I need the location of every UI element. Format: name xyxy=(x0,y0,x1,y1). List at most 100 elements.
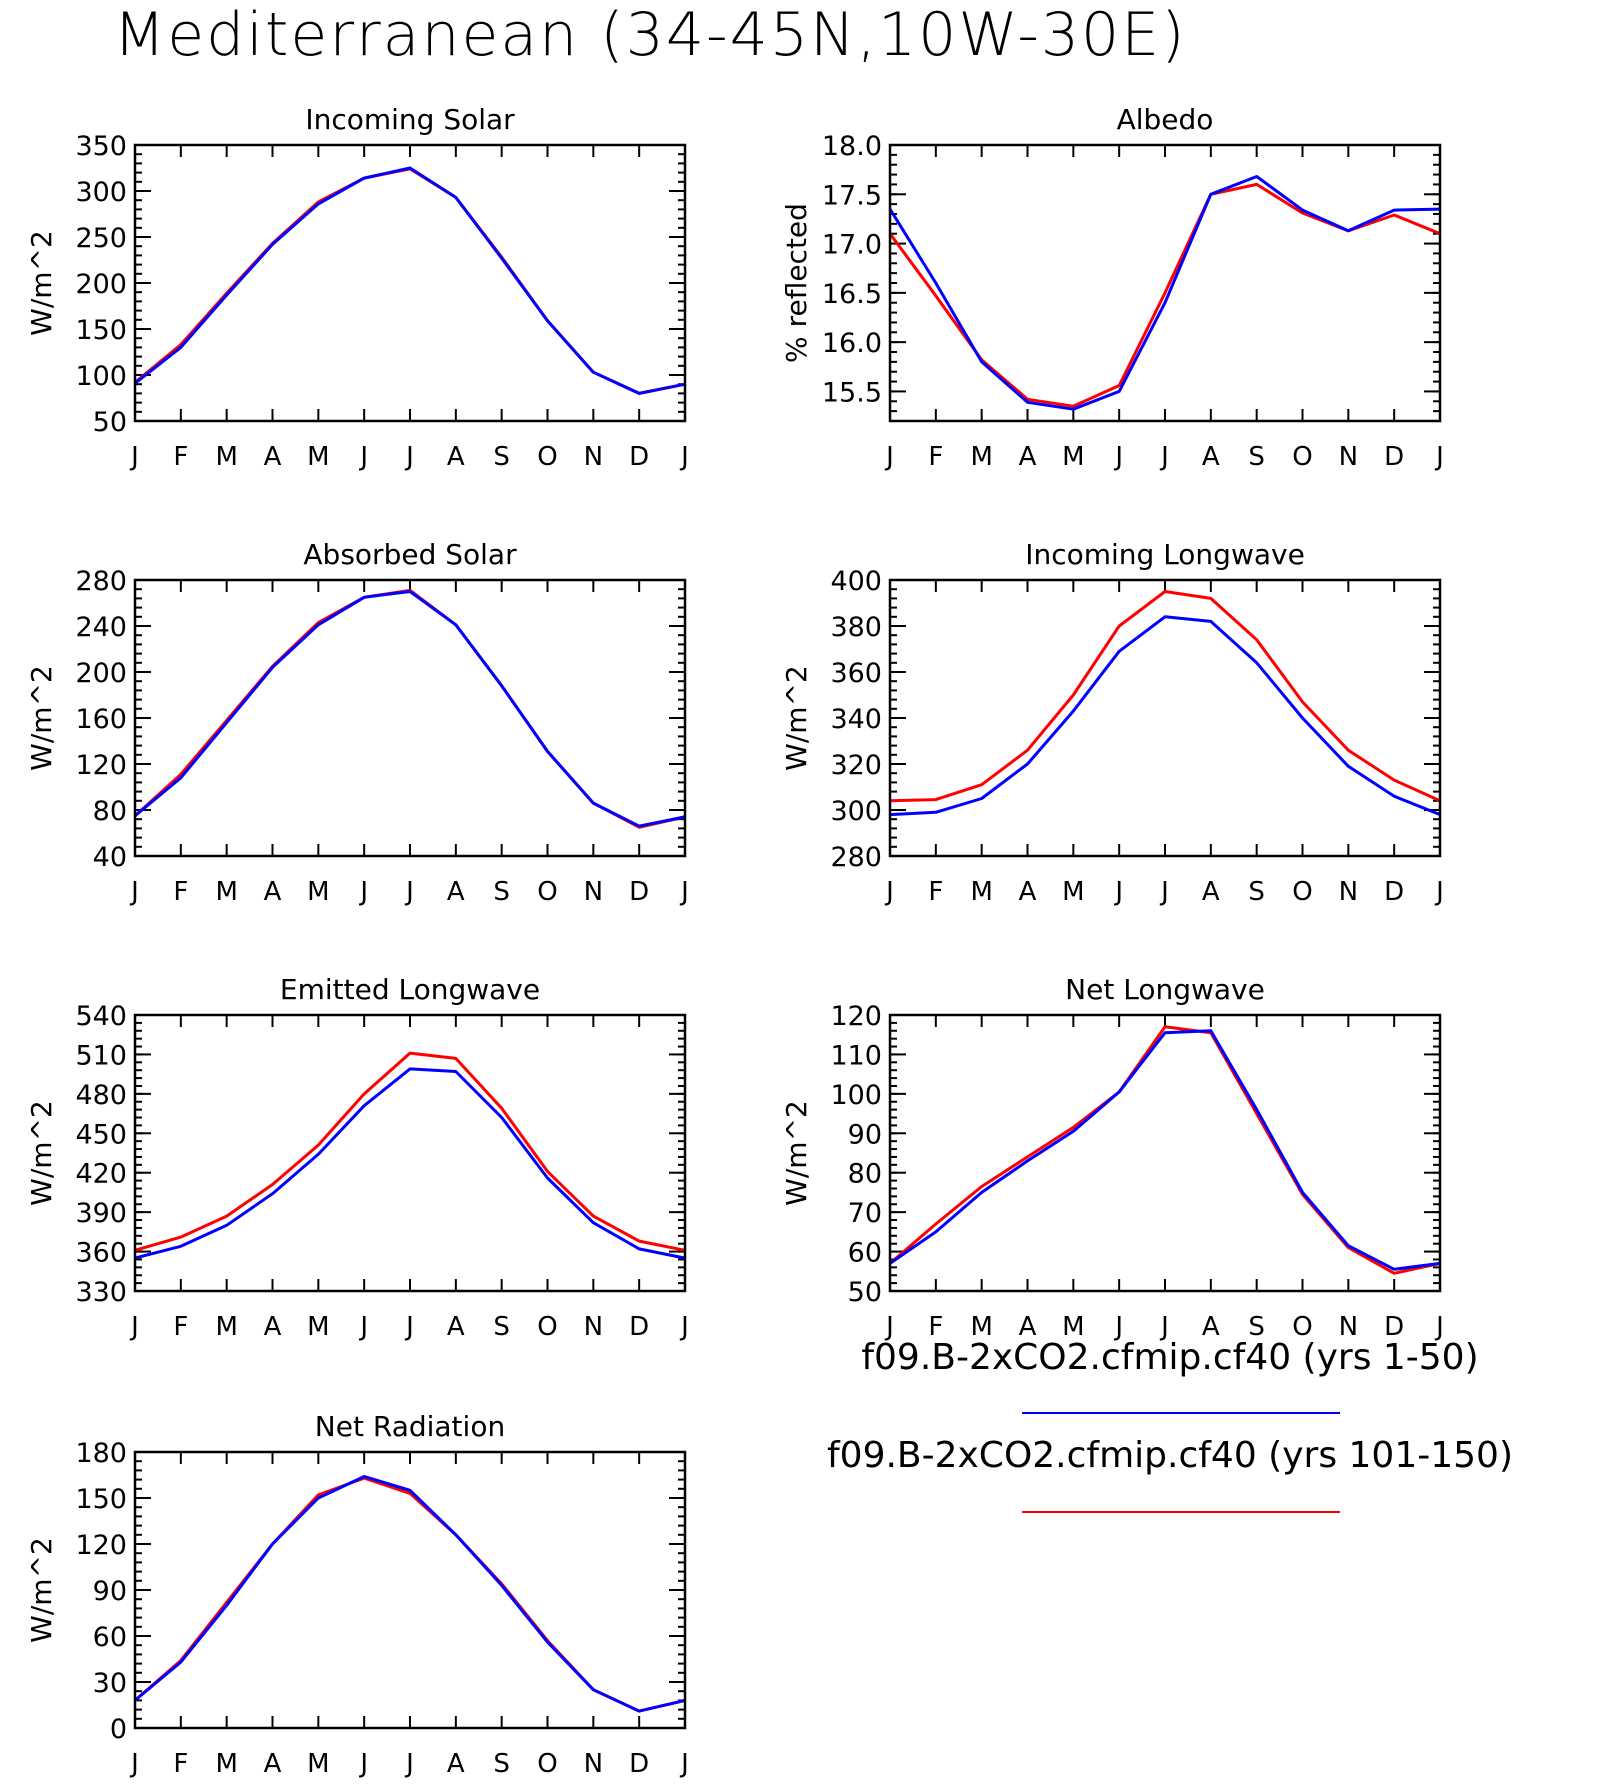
series-line-red xyxy=(134,167,686,395)
y-axis-label: W/m^2 xyxy=(25,1537,58,1643)
y-tick-label: 330 xyxy=(75,1277,127,1308)
chart-title: Incoming Solar xyxy=(305,103,515,136)
y-axis-label: W/m^2 xyxy=(780,1100,813,1206)
incoming-longwave-chart: Incoming Longwave W/m^2 280 300 320 340 360 380… xyxy=(780,538,1444,907)
x-tick-label: J xyxy=(1434,877,1444,907)
y-tick-label: 90 xyxy=(848,1119,882,1150)
x-tick-label: J xyxy=(1434,1312,1444,1342)
plot-frame xyxy=(133,1450,687,1730)
y-tick-label: 0 xyxy=(110,1714,127,1745)
legend-label: f09.B-2xCO2.cfmip.cf40 (yrs 1-50) xyxy=(861,1337,1479,1378)
y-tick-label: 120 xyxy=(75,1530,127,1561)
y-tick-label: 80 xyxy=(93,796,127,827)
series-line-red xyxy=(889,590,1441,803)
x-tick-label: J xyxy=(1113,1312,1123,1342)
x-tick-label: S xyxy=(1248,877,1265,907)
y-tick-label: 340 xyxy=(830,704,882,735)
chart-title: Absorbed Solar xyxy=(303,538,517,571)
y-tick-label: 510 xyxy=(75,1040,127,1071)
emitted-longwave-chart: Emitted Longwave W/m^2 330 360 390 420 450 480 5… xyxy=(25,973,689,1342)
x-tick-label: F xyxy=(173,1312,188,1342)
x-tick-label: M xyxy=(307,1749,329,1779)
x-tick-label: J xyxy=(404,442,414,472)
y-tick-label: 40 xyxy=(93,842,127,873)
x-tick-label: A xyxy=(1202,877,1220,907)
x-tick-label: D xyxy=(1384,442,1404,472)
legend-entry-series1: f09.B-2xCO2.cfmip.cf40 (yrs 1-50) xyxy=(740,1338,1598,1378)
x-tick-label: J xyxy=(1159,1312,1169,1342)
x-tick-label: A xyxy=(447,877,465,907)
x-tick-label: D xyxy=(629,442,649,472)
y-tick-label: 90 xyxy=(93,1576,127,1607)
series-line-red xyxy=(134,1051,686,1252)
y-tick-label: 17.0 xyxy=(822,230,882,261)
x-tick-label: J xyxy=(404,877,414,907)
x-tick-label: A xyxy=(1019,1312,1037,1342)
x-tick-label: A xyxy=(1202,1312,1220,1342)
y-tick-label: 17.5 xyxy=(822,180,882,211)
x-tick-label: A xyxy=(447,1749,465,1779)
x-tick-label: O xyxy=(537,877,557,907)
y-axis-label: W/m^2 xyxy=(25,230,58,336)
y-tick-label: 110 xyxy=(830,1040,882,1071)
x-tick-label: M xyxy=(215,1312,237,1342)
x-tick-label: M xyxy=(970,877,992,907)
x-tick-label: D xyxy=(629,1749,649,1779)
x-tick-label: M xyxy=(307,442,329,472)
x-tick-label: N xyxy=(584,1749,603,1779)
y-tick-label: 540 xyxy=(75,1001,127,1032)
y-tick-label: 15.5 xyxy=(822,377,882,408)
x-tick-label: M xyxy=(215,442,237,472)
y-tick-label: 200 xyxy=(75,269,127,300)
chart-title: Net Radiation xyxy=(315,1410,505,1443)
x-tick-label: J xyxy=(129,1749,139,1779)
x-tick-label: J xyxy=(679,442,689,472)
y-tick-label: 160 xyxy=(75,704,127,735)
x-tick-label: M xyxy=(1062,1312,1084,1342)
plot-frame xyxy=(133,143,687,423)
x-tick-label: O xyxy=(1292,1312,1312,1342)
x-tick-label: N xyxy=(584,1312,603,1342)
x-tick-label: N xyxy=(1339,442,1358,472)
y-tick-label: 120 xyxy=(830,1001,882,1032)
x-tick-label: A xyxy=(264,1312,282,1342)
y-tick-label: 360 xyxy=(75,1238,127,1269)
x-tick-label: N xyxy=(584,877,603,907)
x-tick-label: S xyxy=(493,1312,510,1342)
y-tick-label: 320 xyxy=(830,750,882,781)
legend-line-red xyxy=(1022,1511,1340,1513)
y-axis-label: W/m^2 xyxy=(780,665,813,771)
legend-entry-series2: f09.B-2xCO2.cfmip.cf40 (yrs 101-150) xyxy=(740,1436,1598,1476)
x-tick-label: A xyxy=(1019,877,1037,907)
chart-title: Incoming Longwave xyxy=(1025,538,1305,571)
x-tick-label: A xyxy=(1202,442,1220,472)
y-tick-label: 450 xyxy=(75,1119,127,1150)
y-tick-label: 250 xyxy=(75,223,127,254)
x-tick-label: J xyxy=(358,1312,368,1342)
y-tick-label: 240 xyxy=(75,612,127,643)
x-tick-label: J xyxy=(884,442,894,472)
x-tick-label: F xyxy=(928,442,943,472)
x-tick-label: S xyxy=(1248,442,1265,472)
x-tick-label: M xyxy=(1062,877,1084,907)
x-tick-label: J xyxy=(1159,877,1169,907)
x-tick-label: F xyxy=(173,877,188,907)
y-tick-label: 380 xyxy=(830,612,882,643)
x-tick-label: J xyxy=(1113,442,1123,472)
x-tick-label: J xyxy=(404,1749,414,1779)
y-tick-label: 70 xyxy=(848,1198,882,1229)
absorbed-solar-chart: Absorbed Solar W/m^2 40 80 120 160 200 240 280 J F… xyxy=(25,538,689,907)
x-tick-label: M xyxy=(307,877,329,907)
x-tick-label: O xyxy=(537,442,557,472)
x-tick-label: M xyxy=(970,1312,992,1342)
x-tick-label: J xyxy=(358,877,368,907)
x-tick-label: D xyxy=(1384,1312,1404,1342)
x-tick-label: J xyxy=(129,877,139,907)
x-tick-label: O xyxy=(1292,877,1312,907)
series-line-red xyxy=(134,1476,686,1713)
y-tick-label: 16.5 xyxy=(822,279,882,310)
y-tick-label: 150 xyxy=(75,315,127,346)
x-tick-label: J xyxy=(1159,442,1169,472)
y-axis-label: W/m^2 xyxy=(25,1100,58,1206)
x-tick-label: M xyxy=(307,1312,329,1342)
